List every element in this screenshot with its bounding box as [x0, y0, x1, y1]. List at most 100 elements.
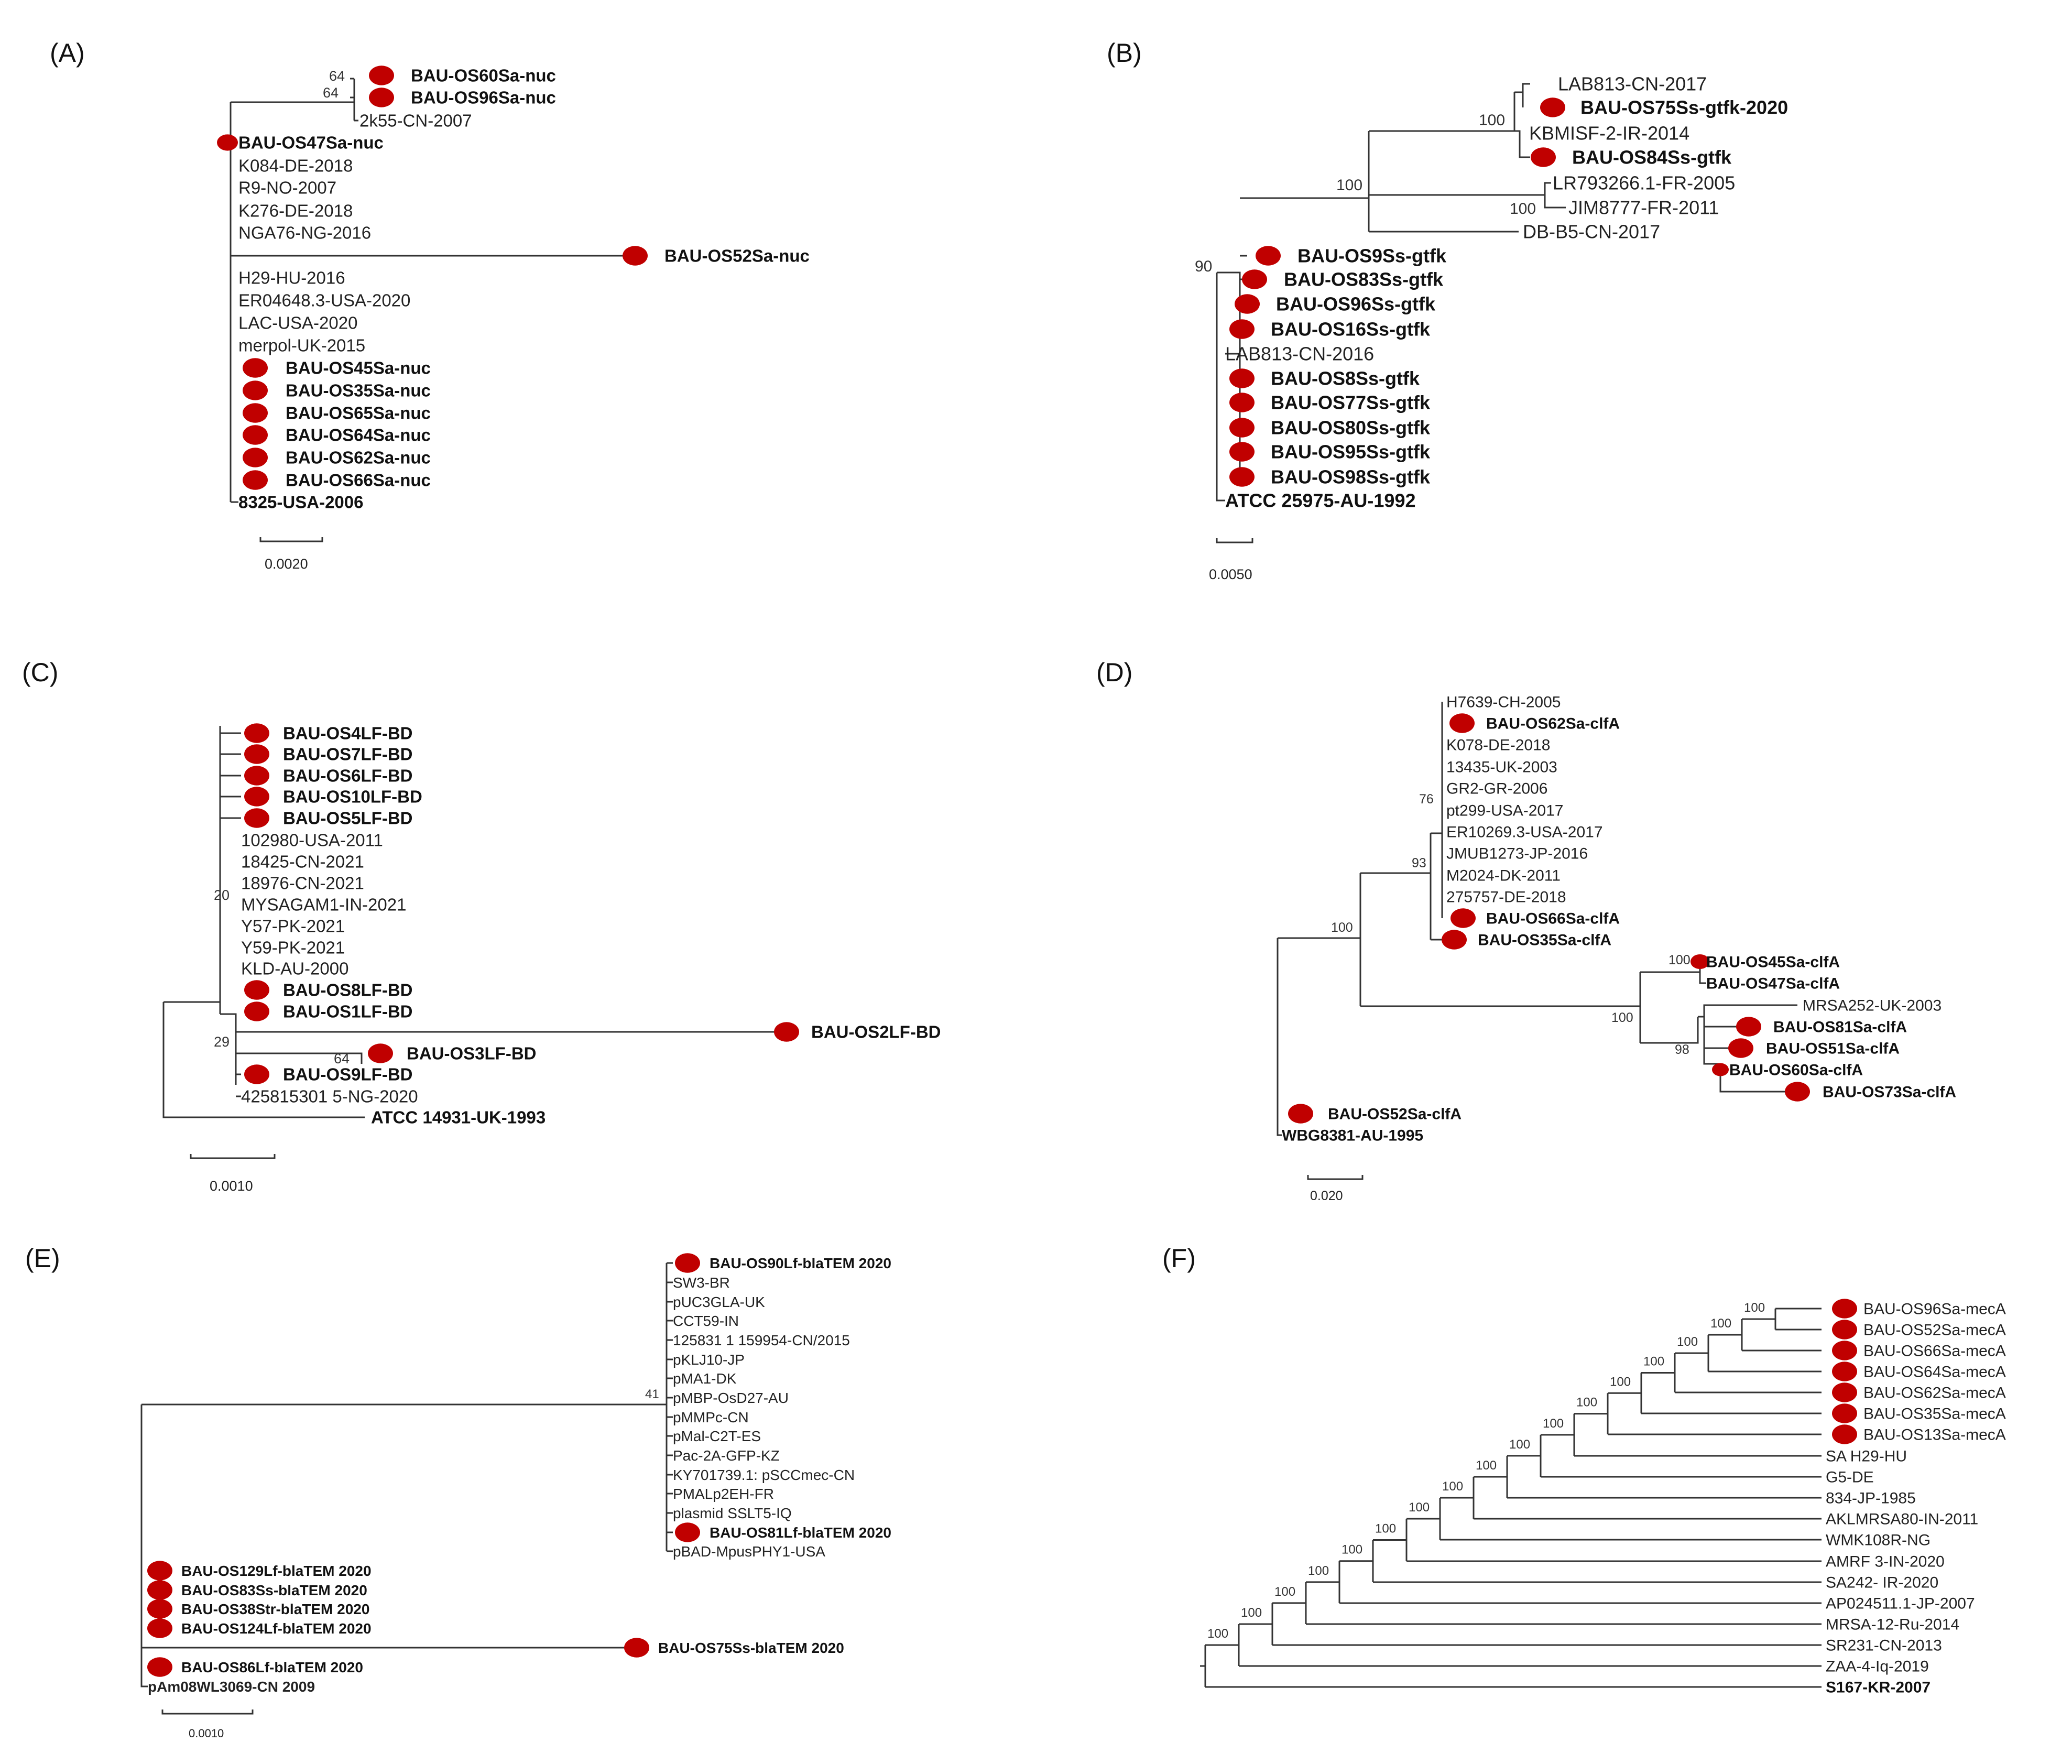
leaf-label: JIM8777-FR-2011 — [1568, 197, 1719, 219]
ingroup-tips — [1240, 255, 1247, 330]
tree-branches — [140, 78, 1822, 1715]
isolate-marker-bau-os47sa-nuc — [217, 134, 238, 151]
isolate-marker-bau-os2lf-bd — [774, 1022, 799, 1042]
leaf-label: KY701739.1: pSCCmec-CN — [673, 1467, 855, 1483]
leaf-label: BAU-OS51Sa-clfA — [1766, 1040, 1900, 1058]
lower-tips — [236, 1073, 241, 1097]
leaf-label: 18425-CN-2021 — [241, 852, 364, 872]
panel-label: (D) — [1096, 658, 1132, 687]
leaf-label: pUC3GLA-UK — [673, 1294, 765, 1310]
leaf-label: BAU-OS66Sa-clfA — [1486, 910, 1620, 928]
isolate-marker-bau-os45sa-nuc — [243, 358, 268, 378]
leaf-label: LR793266.1-FR-2005 — [1553, 172, 1735, 194]
leaf-label: pt299-USA-2017 — [1446, 802, 1563, 820]
leaf-label: BAU-OS2LF-BD — [811, 1022, 941, 1042]
leaf-label: pMBP-OsD27-AU — [673, 1390, 789, 1406]
isolate-marker-bau-os64sa-nuc — [243, 425, 268, 445]
isolate-marker-bau-os96sa-nuc — [369, 88, 394, 107]
isolate-marker-bau-os83ss-blatem-2020 — [147, 1580, 172, 1600]
outgroup-label: S167-KR-2007 — [1826, 1679, 1931, 1696]
leaf-label: BAU-OS16Ss-gtfk — [1271, 319, 1431, 340]
isolate-marker-bau-os124lf-blatem-2020 — [147, 1618, 172, 1638]
leaf-label: SW3-BR — [673, 1275, 730, 1291]
isolate-marker-bau-os9ss-gtfk — [1256, 246, 1281, 266]
isolate-marker-bau-os45sa-clfa — [1691, 954, 1709, 970]
isolate-marker-bau-os81sa-clfa — [1736, 1017, 1761, 1037]
leaf-label: R9-NO-2007 — [238, 178, 336, 198]
leaf-label: BAU-OS8Ss-gtfk — [1271, 368, 1420, 389]
leaf-label: KBMISF-2-IR-2014 — [1529, 123, 1689, 144]
leaf-label: BAU-OS96Sa-nuc — [411, 88, 556, 107]
leaf-label: pKLJ10-JP — [673, 1352, 745, 1368]
leaf-label: BAU-OS77Ss-gtfk — [1271, 392, 1431, 413]
leaf-label: LAB813-CN-2016 — [1225, 343, 1374, 365]
scale-bar-label: 0.0010 — [189, 1727, 224, 1740]
leaf-label: K276-DE-2018 — [238, 201, 353, 221]
isolate-marker-bau-os8lf-bd — [244, 980, 269, 1000]
leaf-label: DB-B5-CN-2017 — [1523, 221, 1660, 243]
leaf-label: MRSA252-UK-2003 — [1803, 997, 1942, 1015]
root-vertical — [1277, 938, 1282, 1136]
bootstrap-value: 100 — [1442, 1479, 1463, 1494]
isolate-marker-bau-os62sa-clfa — [1449, 713, 1475, 733]
gtfk-lower-tips — [1514, 92, 1530, 158]
bootstrap-value: 100 — [1510, 200, 1536, 217]
leaf-label: MRSA-12-Ru-2014 — [1826, 1616, 1959, 1634]
leaf-label: BAU-OS90Lf-blaTEM 2020 — [710, 1255, 891, 1271]
leaf-label: AP024511.1-JP-2007 — [1826, 1595, 1975, 1613]
bootstrap-value: 100 — [1241, 1606, 1262, 1620]
leaf-label: BAU-OS52Sa-nuc — [664, 246, 810, 266]
leaf-label: BAU-OS73Sa-clfA — [1823, 1084, 1956, 1101]
leaf-label: 18976-CN-2021 — [241, 874, 364, 893]
isolate-marker-bau-os1lf-bd — [244, 1001, 269, 1021]
leaf-label: BAU-OS35Sa-clfA — [1478, 932, 1611, 949]
bootstrap-value: 41 — [645, 1387, 659, 1401]
isolate-marker-bau-os95ss-gtfk — [1229, 442, 1255, 462]
leaf-label: H7639-CH-2005 — [1446, 694, 1561, 711]
isolate-marker-bau-os7lf-bd — [244, 744, 269, 764]
outgroup-label: 8325-USA-2006 — [238, 493, 363, 512]
leaf-label: K084-DE-2018 — [238, 156, 353, 176]
leaf-label: 13435-UK-2003 — [1446, 759, 1557, 776]
bootstrap-value: 100 — [1274, 1585, 1295, 1599]
isolate-marker-bau-os129lf-blatem-2020 — [147, 1561, 172, 1581]
leaf-label: 425815301 5-NG-2020 — [241, 1087, 418, 1106]
leaf-label: BAU-OS75Ss-gtfk-2020 — [1580, 97, 1788, 118]
leaf-label: Y57-PK-2021 — [241, 917, 345, 936]
isolate-marker-bau-os62sa-nuc — [243, 448, 268, 467]
leaf-label: BAU-OS13Sa-mecA — [1863, 1427, 2006, 1444]
leaf-label: plasmid SSLT5-IQ — [673, 1505, 792, 1521]
isolate-marker-bau-os16ss-gtfk — [1229, 319, 1255, 339]
leaf-label: 125831 1 159954-CN/2015 — [673, 1332, 850, 1348]
leaf-label: 102980-USA-2011 — [241, 831, 383, 850]
bootstrap-value: 100 — [1643, 1355, 1664, 1369]
bootstrap-value: 100 — [1543, 1417, 1564, 1431]
tree-markers — [147, 66, 1857, 1677]
panel-label: (A) — [50, 38, 85, 68]
tree-labels: (A)6464BAU-OS60Sa-nucBAU-OS96Sa-nuc2k55-… — [22, 38, 2006, 1740]
bootstrap-value: 64 — [334, 1051, 350, 1066]
bootstrap-value: 93 — [1412, 856, 1426, 870]
bootstrap-value: 100 — [1409, 1500, 1430, 1515]
leaf-label: BAU-OS52Sa-mecA — [1863, 1322, 2006, 1339]
bootstrap-value: 100 — [1668, 953, 1691, 967]
ladder-node-16 — [1741, 1318, 1822, 1352]
leaf-label: BAU-OS7LF-BD — [283, 745, 412, 764]
leaf-label: BAU-OS64Sa-mecA — [1863, 1364, 2006, 1381]
os3-branch — [236, 1052, 363, 1064]
leaf-label: BAU-OS10LF-BD — [283, 787, 422, 807]
bootstrap-value: 29 — [214, 1034, 230, 1050]
upper-tips — [220, 732, 241, 819]
leaf-label: BAU-OS47Sa-nuc — [238, 133, 384, 153]
panel-label: (B) — [1107, 38, 1142, 68]
leaf-label: pMA1-DK — [673, 1370, 737, 1387]
bootstrap-value: 64 — [323, 85, 339, 101]
bootstrap-value: 100 — [1342, 1543, 1362, 1557]
scale-bar-label: 0.0010 — [210, 1178, 253, 1194]
mrsa252-tip — [1698, 1004, 1797, 1018]
leaf-label: BAU-OS52Sa-clfA — [1328, 1106, 1462, 1123]
leaf-label: 2k55-CN-2007 — [359, 111, 472, 130]
bootstrap-value: 98 — [1675, 1042, 1689, 1057]
leaf-label: BAU-OS5LF-BD — [283, 809, 412, 828]
bootstrap-value: 100 — [1331, 920, 1353, 935]
